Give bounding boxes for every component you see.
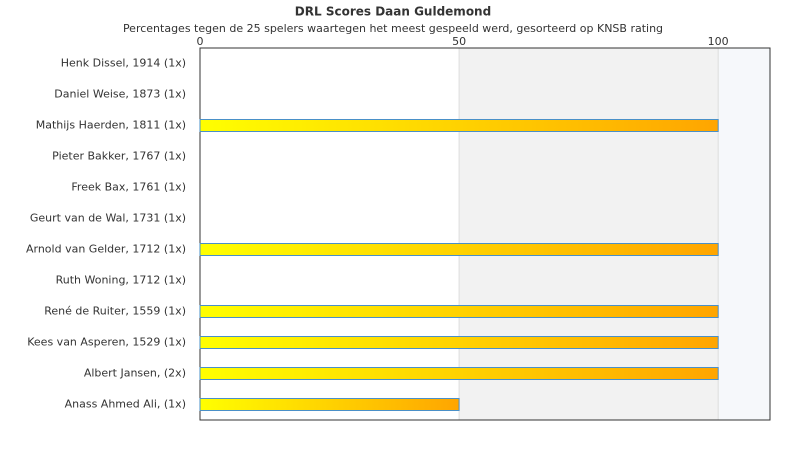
plot-band <box>718 48 770 420</box>
y-tick-label: Ruth Woning, 1712 (1x) <box>56 274 186 287</box>
x-tick-label: 0 <box>197 35 204 48</box>
plot-band <box>200 48 460 420</box>
y-tick-label: Geurt van de Wal, 1731 (1x) <box>30 212 186 225</box>
y-tick-label: Henk Dissel, 1914 (1x) <box>61 57 186 70</box>
x-tick-label: 50 <box>452 35 466 48</box>
chart-subtitle: Percentages tegen de 25 spelers waartege… <box>123 22 663 35</box>
y-tick-label: Freek Bax, 1761 (1x) <box>71 181 186 194</box>
y-tick-label: Arnold van Gelder, 1712 (1x) <box>26 243 186 256</box>
plot-border <box>199 47 771 421</box>
bar <box>199 305 719 318</box>
y-tick-label: Kees van Asperen, 1529 (1x) <box>27 336 186 349</box>
bar <box>199 336 719 349</box>
y-tick-label: Daniel Weise, 1873 (1x) <box>54 88 186 101</box>
y-tick-label: René de Ruiter, 1559 (1x) <box>44 305 186 318</box>
bar <box>199 119 719 132</box>
y-tick-label: Pieter Bakker, 1767 (1x) <box>52 150 186 163</box>
y-tick-label: Albert Jansen, (2x) <box>84 367 186 380</box>
chart-title: DRL Scores Daan Guldemond <box>295 5 491 19</box>
x-tick-label: 100 <box>708 35 729 48</box>
bar <box>199 398 460 411</box>
y-tick-label: Anass Ahmed Ali, (1x) <box>65 398 186 411</box>
bar <box>199 367 719 380</box>
bar <box>199 243 719 256</box>
y-tick-label: Mathijs Haerden, 1811 (1x) <box>36 119 186 132</box>
plot-band <box>459 48 719 420</box>
